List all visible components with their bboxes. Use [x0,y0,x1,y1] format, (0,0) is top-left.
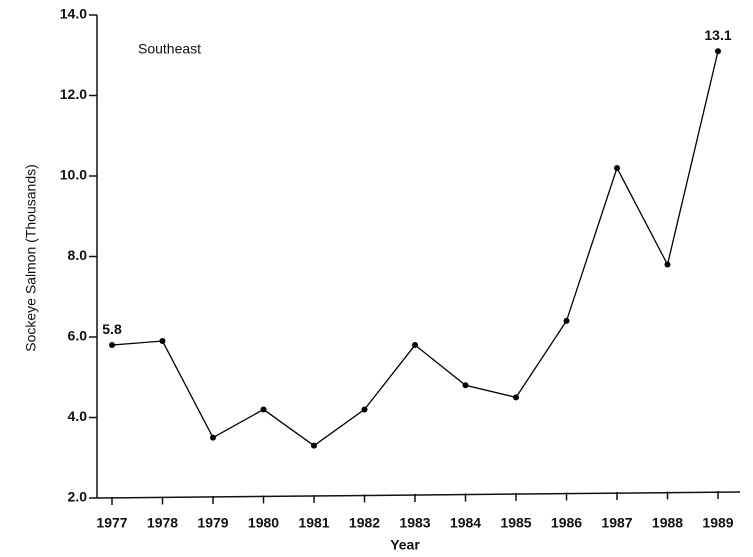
marker [260,406,267,413]
marker [614,164,620,171]
y-tick-label: 10.0 [60,167,87,183]
y-tick-label: 4.0 [68,408,88,424]
x-tick-label: 1981 [298,515,329,531]
y-tick-label: 2.0 [68,489,88,505]
annotation: Southeast [138,41,201,57]
marker [563,317,570,324]
marker [462,382,469,389]
data-label: 5.8 [102,321,122,337]
x-axis [96,491,741,499]
marker [109,342,115,349]
x-tick-label: 1984 [450,515,481,531]
x-tick-label: 1988 [652,515,683,531]
x-tick-label: 1977 [96,515,127,531]
line [111,51,719,447]
marker [513,394,519,401]
y-tick-label: 14.0 [60,6,87,22]
data-label: 13.1 [704,27,731,43]
x-tick-label: 1987 [601,515,632,531]
x-tick-label: 1982 [349,515,380,531]
x-tick-label: 1986 [551,515,582,531]
x-tick-label: 1989 [702,515,733,531]
marker [412,342,418,349]
x-tick-label: 1980 [248,515,279,531]
marker [210,434,216,441]
y-tick-label: 12.0 [60,86,87,102]
marker [361,406,368,413]
y-tick-label: 8.0 [68,247,88,263]
y-axis-label: Sockeye Salmon (Thousands) [23,164,39,352]
x-tick-label: 1985 [500,515,531,531]
y-tick-label: 6.0 [68,328,88,344]
marker [159,338,166,345]
marker [664,261,671,268]
x-tick-label: 1978 [147,515,178,531]
marker [311,442,317,449]
x-tick-label: 1983 [399,515,430,531]
x-tick-label: 1979 [197,515,228,531]
marker [715,48,721,55]
x-axis-label: Year [390,537,420,553]
